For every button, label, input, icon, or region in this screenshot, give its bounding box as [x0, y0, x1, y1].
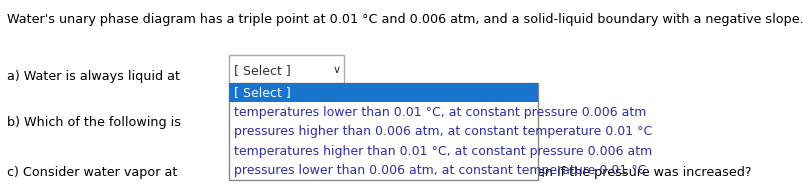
Text: [ Select ]: [ Select ]	[234, 86, 291, 99]
Text: temperatures lower than 0.01 °C, at constant pressure 0.006 atm: temperatures lower than 0.01 °C, at cons…	[234, 106, 646, 118]
Text: [ Select ]: [ Select ]	[234, 64, 291, 77]
FancyBboxPatch shape	[229, 55, 344, 88]
Text: pressures higher than 0.006 atm, at constant temperature 0.01 °C: pressures higher than 0.006 atm, at cons…	[234, 125, 652, 138]
Text: c) Consider water vapor at: c) Consider water vapor at	[7, 166, 177, 179]
FancyBboxPatch shape	[229, 83, 537, 102]
Text: b) Which of the following is: b) Which of the following is	[7, 116, 181, 129]
Text: Water's unary phase diagram has a triple point at 0.01 °C and 0.006 atm, and a s: Water's unary phase diagram has a triple…	[7, 13, 803, 26]
Text: ∨: ∨	[332, 65, 340, 75]
Text: temperatures higher than 0.01 °C, at constant pressure 0.006 atm: temperatures higher than 0.01 °C, at con…	[234, 145, 652, 158]
FancyBboxPatch shape	[229, 83, 537, 180]
Text: pressures lower than 0.006 atm, at constant temperature 0.01 °C: pressures lower than 0.006 atm, at const…	[234, 164, 646, 177]
Text: a) Water is always liquid at: a) Water is always liquid at	[7, 70, 180, 83]
Text: en if the pressure was increased?: en if the pressure was increased?	[536, 166, 751, 179]
